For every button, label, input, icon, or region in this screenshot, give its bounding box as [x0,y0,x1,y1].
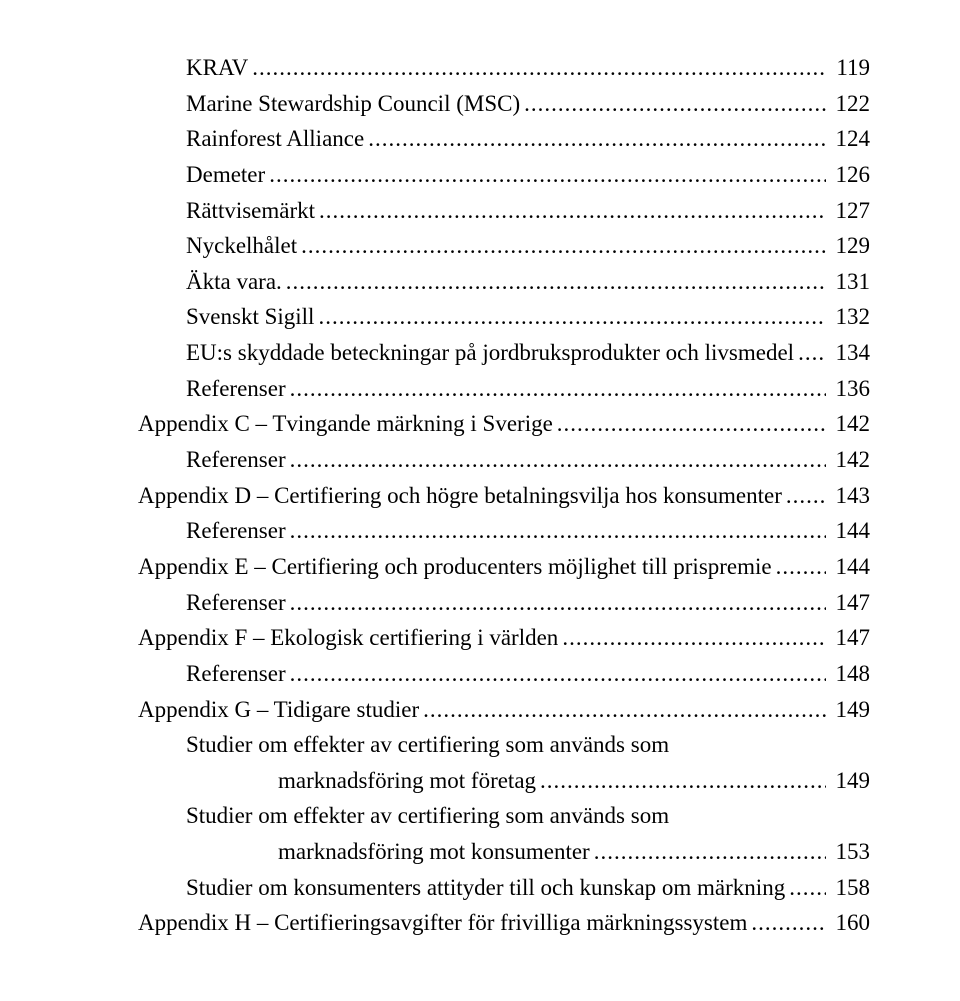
toc-entry-label: Rainforest Alliance [186,121,364,157]
toc-entry: Studier om konsumenters attityder till o… [138,870,870,906]
toc-entry-page: 149 [830,692,871,728]
toc-entry-page: 122 [830,86,871,122]
toc-entry: Nyckelhålet 129 [138,228,870,264]
toc-entry: Appendix H – Certifieringsavgifter för f… [138,905,870,941]
toc-leader-dots [524,86,825,122]
toc-leader-dots [557,406,826,442]
toc-leader-dots [319,193,825,229]
toc-entry-line2: marknadsföring mot företag 149 [138,763,870,799]
toc-leader-dots [318,299,825,335]
toc-entry-page: 127 [830,193,871,229]
toc-entry: KRAV 119 [138,50,870,86]
toc-leader-dots [540,763,825,799]
toc-entry-page: 142 [830,442,871,478]
toc-entry-page: 143 [830,478,871,514]
toc-entry: Äkta vara. 131 [138,264,870,300]
toc-entry-page: 132 [830,299,871,335]
toc-entry-page: 144 [830,549,871,585]
toc-entry-line1: Studier om effekter av certifiering som … [138,798,870,834]
toc-entry: Appendix D – Certifiering och högre beta… [138,478,870,514]
toc-entry: Appendix F – Ekologisk certifiering i vä… [138,620,870,656]
toc-entry: Rättvisemärkt 127 [138,193,870,229]
toc-leader-dots [789,870,825,906]
toc-leader-dots [423,692,825,728]
toc-entry-page: 147 [830,585,871,621]
toc-leader-dots [252,50,826,86]
toc-entry-page: 124 [830,121,871,157]
toc-leader-dots [594,834,826,870]
toc-leader-dots [798,335,825,371]
toc-entry-line1: Studier om effekter av certifiering som … [138,727,870,763]
toc-entry-continuation: marknadsföring mot konsumenter [278,834,590,870]
toc-entry-page: 160 [830,905,871,941]
toc-entry: Referenser 144 [138,513,870,549]
toc-leader-dots [301,228,825,264]
toc-leader-dots [286,264,826,300]
toc-entry-page: 147 [830,620,871,656]
toc-entry: Appendix E – Certifiering och producente… [138,549,870,585]
toc-entry: Referenser 142 [138,442,870,478]
toc-entry: Marine Stewardship Council (MSC) 122 [138,86,870,122]
toc-entry: Svenskt Sigill 132 [138,299,870,335]
toc-entry-page: 149 [830,763,871,799]
toc-entry-label: Rättvisemärkt [186,193,315,229]
toc-entry: Appendix G – Tidigare studier 149 [138,692,870,728]
toc-entry-label: Appendix H – Certifieringsavgifter för f… [138,905,747,941]
toc-leader-dots [290,513,826,549]
toc-entry-label: Referenser [186,656,286,692]
toc-entry-continuation: marknadsföring mot företag [278,763,536,799]
toc-entry-label: Studier om effekter av certifiering som … [186,803,669,828]
toc-entry-label: Demeter [186,157,265,193]
toc-entry-label: Appendix F – Ekologisk certifiering i vä… [138,620,558,656]
toc-entry-label: Äkta vara. [186,264,282,300]
toc-leader-dots [290,585,826,621]
toc-leader-dots [562,620,825,656]
toc-entry-page: 136 [830,371,871,407]
toc-entry: Appendix C – Tvingande märkning i Sverig… [138,406,870,442]
toc-entry-page: 134 [830,335,871,371]
toc-entry-label: Appendix C – Tvingande märkning i Sverig… [138,406,553,442]
toc-entry-label: Nyckelhålet [186,228,297,264]
toc-entry-page: 158 [830,870,871,906]
toc-leader-dots [290,371,826,407]
toc-entry-page: 144 [830,513,871,549]
toc-entry-label: Marine Stewardship Council (MSC) [186,86,520,122]
toc-entry-label: Svenskt Sigill [186,299,314,335]
toc-entry-page: 153 [830,834,871,870]
toc-entry-page: 131 [830,264,871,300]
toc-leader-dots [786,478,826,514]
table-of-contents: KRAV 119 Marine Stewardship Council (MSC) 1… [138,50,870,941]
toc-leader-dots [269,157,825,193]
toc-entry-label: Referenser [186,442,286,478]
toc-entry-line2: marknadsföring mot konsumenter 153 [138,834,870,870]
toc-entry-label: KRAV [186,50,248,86]
toc-entry-label: Appendix G – Tidigare studier [138,692,419,728]
toc-entry-page: 142 [830,406,871,442]
toc-entry-label: Referenser [186,585,286,621]
toc-leader-dots [751,905,825,941]
toc-entry-label: Studier om konsumenters attityder till o… [186,870,785,906]
toc-entry-label: Referenser [186,513,286,549]
toc-entry-label: Referenser [186,371,286,407]
toc-leader-dots [290,656,826,692]
toc-entry-page: 119 [830,50,870,86]
toc-entry-label: Studier om effekter av certifiering som … [186,732,669,757]
toc-leader-dots [368,121,825,157]
toc-entry: Referenser 136 [138,371,870,407]
toc-entry: Referenser 147 [138,585,870,621]
toc-entry-page: 126 [830,157,871,193]
toc-entry-label: Appendix D – Certifiering och högre beta… [138,478,782,514]
toc-entry: Referenser 148 [138,656,870,692]
toc-leader-dots [776,549,826,585]
toc-entry-page: 148 [830,656,871,692]
toc-entry-page: 129 [830,228,871,264]
toc-leader-dots [290,442,826,478]
toc-entry-label: Appendix E – Certifiering och producente… [138,549,772,585]
toc-entry-label: EU:s skyddade beteckningar på jordbruksp… [186,335,794,371]
toc-entry: EU:s skyddade beteckningar på jordbruksp… [138,335,870,371]
toc-entry: Rainforest Alliance 124 [138,121,870,157]
toc-entry: Demeter 126 [138,157,870,193]
